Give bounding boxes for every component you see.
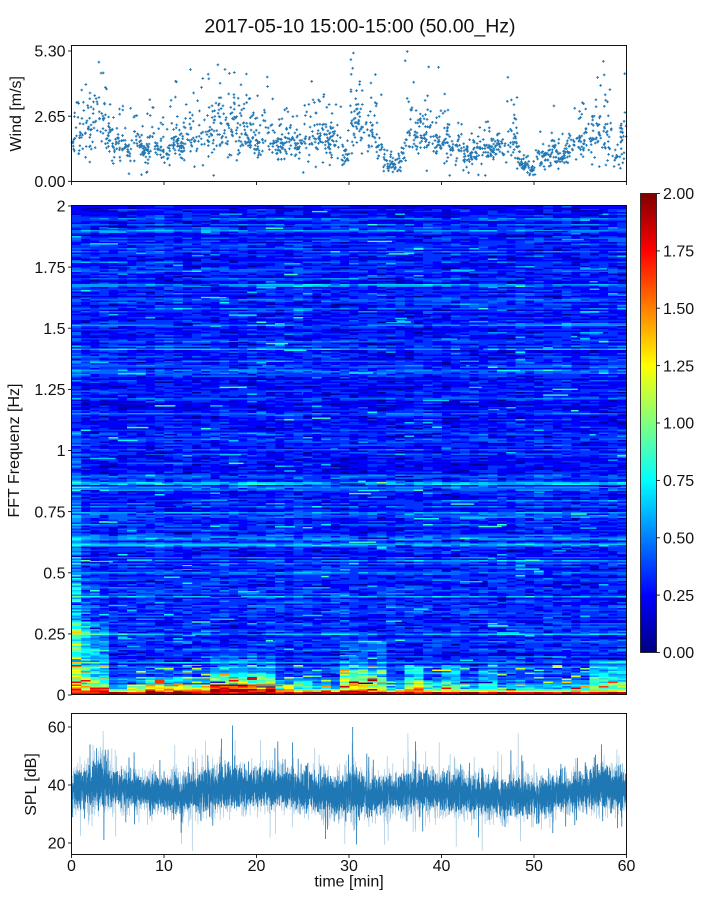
svg-text:0.75: 0.75 (34, 504, 65, 521)
svg-text:0.00: 0.00 (663, 645, 694, 662)
svg-text:40: 40 (48, 778, 66, 795)
svg-text:0.75: 0.75 (663, 473, 694, 490)
svg-text:Wind [m/s]: Wind [m/s] (8, 76, 25, 152)
svg-text:1.25: 1.25 (663, 358, 694, 375)
svg-text:1.00: 1.00 (663, 416, 694, 433)
svg-text:1: 1 (57, 443, 66, 460)
svg-text:0.00: 0.00 (34, 174, 65, 191)
svg-text:5.30: 5.30 (34, 44, 65, 61)
svg-text:30: 30 (340, 858, 358, 875)
svg-text:0: 0 (67, 858, 76, 875)
svg-text:10: 10 (155, 858, 173, 875)
svg-text:1.75: 1.75 (34, 260, 65, 277)
svg-text:0: 0 (57, 688, 66, 705)
svg-text:2: 2 (57, 199, 66, 216)
svg-text:FFT Frequenz [Hz]: FFT Frequenz [Hz] (6, 384, 23, 518)
svg-text:0.5: 0.5 (43, 565, 65, 582)
svg-text:SPL [dB]: SPL [dB] (23, 753, 40, 816)
svg-text:50: 50 (525, 858, 543, 875)
svg-text:1.75: 1.75 (663, 244, 694, 261)
svg-text:1.5: 1.5 (43, 321, 65, 338)
svg-text:1.50: 1.50 (663, 301, 694, 318)
svg-text:0.50: 0.50 (663, 531, 694, 548)
svg-text:0.25: 0.25 (663, 588, 694, 605)
svg-text:40: 40 (433, 858, 451, 875)
svg-text:60: 60 (618, 858, 636, 875)
svg-text:0.25: 0.25 (34, 627, 65, 644)
svg-text:2.00: 2.00 (663, 186, 694, 203)
svg-text:60: 60 (48, 720, 66, 737)
svg-text:1.25: 1.25 (34, 382, 65, 399)
svg-text:2.65: 2.65 (34, 109, 65, 126)
svg-text:20: 20 (248, 858, 266, 875)
svg-text:2017-05-10 15:00-15:00 (50.00_: 2017-05-10 15:00-15:00 (50.00_Hz) (204, 16, 515, 38)
svg-text:time [min]: time [min] (314, 874, 383, 891)
svg-text:20: 20 (48, 836, 66, 853)
